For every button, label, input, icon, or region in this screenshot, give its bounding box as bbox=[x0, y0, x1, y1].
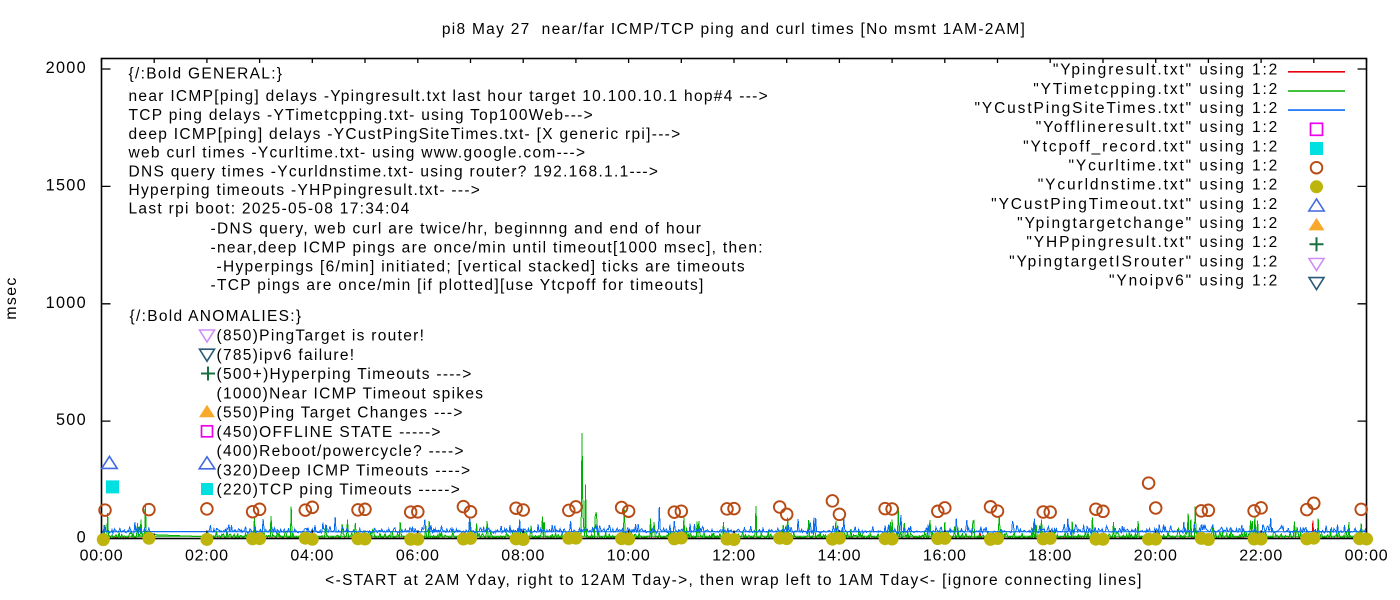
svg-text:500: 500 bbox=[56, 411, 87, 429]
svg-text:"Ypingtargetchange" using 1:2: "Ypingtargetchange" using 1:2 bbox=[1017, 215, 1279, 232]
svg-text:DNS query times -Ycurldnstime.: DNS query times -Ycurldnstime.txt- using… bbox=[129, 164, 660, 181]
svg-text:10:00: 10:00 bbox=[607, 548, 651, 565]
svg-text:0: 0 bbox=[77, 529, 87, 547]
svg-text:Last rpi boot: 2025-05-08 17:3: Last rpi boot: 2025-05-08 17:34:04 bbox=[129, 201, 411, 218]
svg-text:"Ytcpoff_record.txt" using 1:2: "Ytcpoff_record.txt" using 1:2 bbox=[1023, 138, 1279, 155]
svg-text:"YCustPingSiteTimes.txt" using: "YCustPingSiteTimes.txt" using 1:2 bbox=[974, 100, 1279, 117]
svg-text:08:00: 08:00 bbox=[501, 548, 545, 565]
svg-text:"YpingtargetISrouter" using 1:: "YpingtargetISrouter" using 1:2 bbox=[1009, 253, 1279, 270]
svg-text:web curl times -Ycurltime.txt-: web curl times -Ycurltime.txt- using www… bbox=[128, 145, 587, 162]
svg-text:18:00: 18:00 bbox=[1028, 548, 1072, 565]
svg-text:"YHPpingresult.txt" using 1:2: "YHPpingresult.txt" using 1:2 bbox=[1026, 234, 1279, 251]
svg-text:<-START at 2AM Yday, right to: <-START at 2AM Yday, right to 12AM Tday-… bbox=[325, 572, 1143, 589]
svg-text:Hyperping timeouts -YHPpingres: Hyperping timeouts -YHPpingresult.txt- -… bbox=[129, 182, 482, 199]
svg-text:"Ynoipv6" using 1:2: "Ynoipv6" using 1:2 bbox=[1109, 273, 1279, 290]
svg-text:"Ycurldnstime.txt" using 1:2: "Ycurldnstime.txt" using 1:2 bbox=[1038, 177, 1279, 194]
svg-text:(785)ipv6 failure!: (785)ipv6 failure! bbox=[217, 347, 356, 364]
svg-text:-TCP pings are once/min [if pl: -TCP pings are once/min [if plotted][use… bbox=[211, 277, 705, 294]
svg-text:2000: 2000 bbox=[46, 59, 87, 77]
svg-text:pi8 May 27 near/far ICMP/TCP: pi8 May 27 near/far ICMP/TCP ping and cu… bbox=[442, 21, 1026, 38]
svg-text:02:00: 02:00 bbox=[185, 548, 229, 565]
svg-text:(400)Reboot/powercycle? ---->: (400)Reboot/powercycle? ----> bbox=[217, 443, 465, 460]
svg-text:(450)OFFLINE STATE ----->: (450)OFFLINE STATE -----> bbox=[217, 424, 442, 441]
svg-text:(220)TCP ping Timeouts ----->: (220)TCP ping Timeouts -----> bbox=[217, 482, 462, 499]
svg-text:14:00: 14:00 bbox=[818, 548, 862, 565]
svg-text:04:00: 04:00 bbox=[290, 548, 334, 565]
svg-text:-Hyperpings [6/min] initiated;: -Hyperpings [6/min] initiated; [vertical… bbox=[217, 259, 746, 276]
svg-text:06:00: 06:00 bbox=[396, 548, 440, 565]
svg-text:16:00: 16:00 bbox=[923, 548, 967, 565]
svg-text:00:00: 00:00 bbox=[1345, 548, 1389, 565]
svg-text:"Ypingresult.txt" using 1:2: "Ypingresult.txt" using 1:2 bbox=[1053, 62, 1279, 79]
svg-text:-near,deep ICMP pings are once: -near,deep ICMP pings are once/min until… bbox=[211, 240, 764, 257]
svg-text:1500: 1500 bbox=[46, 176, 87, 194]
svg-text:(550)Ping Target Changes --->: (550)Ping Target Changes ---> bbox=[217, 405, 464, 422]
svg-text:"YCustPingTimeout.txt" using 1: "YCustPingTimeout.txt" using 1:2 bbox=[991, 196, 1279, 213]
svg-text:(500+)Hyperping Timeouts ---->: (500+)Hyperping Timeouts ----> bbox=[217, 366, 473, 383]
svg-text:{/:Bold ANOMALIES:}: {/:Bold ANOMALIES:} bbox=[130, 308, 303, 325]
svg-text:"Ycurltime.txt" using 1:2: "Ycurltime.txt" using 1:2 bbox=[1068, 158, 1279, 175]
svg-text:"Yofflineresult.txt" using 1:2: "Yofflineresult.txt" using 1:2 bbox=[1036, 119, 1280, 136]
svg-text:22:00: 22:00 bbox=[1239, 548, 1283, 565]
svg-text:msec: msec bbox=[3, 276, 20, 319]
svg-text:00:00: 00:00 bbox=[80, 548, 124, 565]
svg-text:20:00: 20:00 bbox=[1134, 548, 1178, 565]
svg-text:near ICMP[ping] delays -Ypingr: near ICMP[ping] delays -Ypingresult.txt … bbox=[129, 88, 769, 105]
svg-text:12:00: 12:00 bbox=[712, 548, 756, 565]
svg-text:TCP ping delays -YTimetcpping.: TCP ping delays -YTimetcpping.txt- using… bbox=[129, 107, 595, 124]
svg-text:(1000)Near ICMP Timeout spikes: (1000)Near ICMP Timeout spikes bbox=[217, 385, 485, 402]
svg-text:{/:Bold GENERAL:}: {/:Bold GENERAL:} bbox=[129, 66, 284, 83]
svg-text:"YTimetcpping.txt" using 1:2: "YTimetcpping.txt" using 1:2 bbox=[1033, 81, 1279, 98]
svg-text:1000: 1000 bbox=[46, 294, 87, 312]
svg-text:-DNS query, web curl are twice: -DNS query, web curl are twice/hr, begin… bbox=[211, 221, 703, 238]
svg-text:deep ICMP[ping] delays -YCustP: deep ICMP[ping] delays -YCustPingSiteTim… bbox=[129, 126, 682, 143]
svg-text:(320)Deep ICMP Timeouts ---->: (320)Deep ICMP Timeouts ----> bbox=[217, 462, 472, 479]
svg-text:(850)PingTarget is router!: (850)PingTarget is router! bbox=[217, 328, 426, 345]
